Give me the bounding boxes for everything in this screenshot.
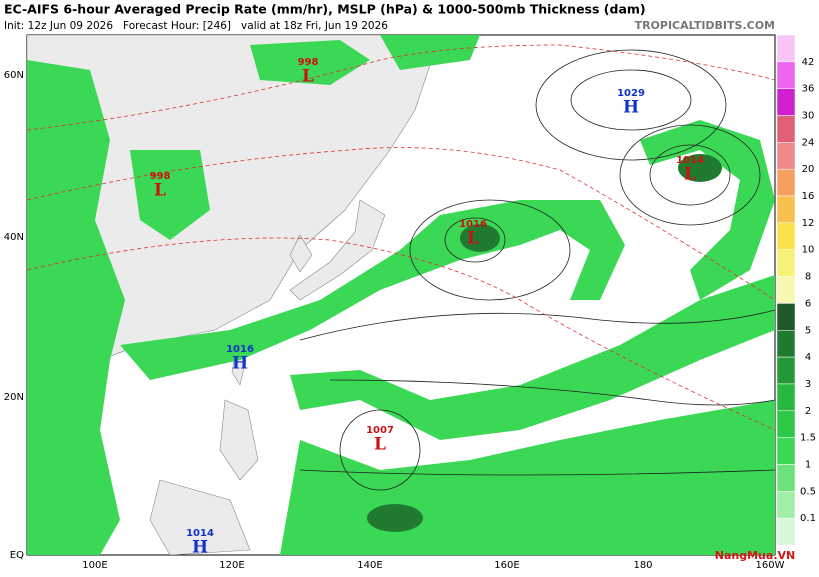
center-pressure: 998: [150, 171, 171, 182]
center-letter: L: [302, 67, 314, 87]
colorbar-label: 4: [805, 352, 811, 363]
isobars: [299, 49, 775, 491]
thickness-lines: [27, 44, 775, 431]
colorbar-segment: [776, 383, 796, 412]
colorbar-segment: [776, 115, 796, 143]
center-pressure: 1014: [676, 155, 704, 166]
center-pressure: 1007: [366, 425, 394, 436]
colorbar-label: 16: [802, 191, 815, 202]
lon-label: 180: [633, 560, 652, 571]
colorbar-segment: [776, 222, 796, 250]
colorbar-label: 6: [805, 298, 811, 309]
colorbar-label: 5: [805, 325, 811, 336]
colorbar-segment: [776, 88, 796, 116]
center-pressure: 1016: [226, 344, 254, 355]
colorbar-segment: [776, 195, 796, 224]
center-letter: L: [684, 165, 696, 185]
colorbar-label: 2: [805, 406, 811, 417]
colorbar-label: 8: [805, 272, 811, 283]
colorbar-segment: [776, 491, 796, 519]
lon-label: 100E: [82, 560, 107, 571]
colorbar-segment: [776, 437, 796, 465]
colorbar-segment: [776, 61, 796, 89]
colorbar-label: 3: [805, 379, 811, 390]
center-pressure: 1016: [459, 219, 487, 230]
colorbar-label: 36: [802, 84, 815, 95]
colorbar-label: 20: [802, 164, 815, 175]
colorbar-label: 42: [802, 57, 815, 68]
map-frame: [26, 34, 776, 556]
colorbar-segment: [776, 517, 796, 546]
center-letter: L: [374, 435, 386, 455]
colorbar-label: 1.5: [800, 433, 816, 444]
subtitle: Init: 12z Jun 09 2026 Forecast Hour: [24…: [4, 20, 388, 32]
colorbar-segment: [776, 303, 796, 331]
center-letter: H: [232, 354, 248, 374]
colorbar-label: 1: [805, 459, 811, 470]
colorbar-segment: [776, 276, 796, 304]
colorbar-segment: [776, 356, 796, 385]
colorbar-label: 0.5: [800, 486, 816, 497]
center-letter: L: [154, 181, 166, 201]
lat-label: 60N: [4, 70, 24, 81]
center-letter: L: [467, 229, 479, 249]
colorbar-segment: [776, 168, 796, 197]
colorbar-segment: [776, 330, 796, 358]
title: EC-AIFS 6-hour Averaged Precip Rate (mm/…: [4, 2, 646, 17]
site-credit: TROPICALTIDBITS.COM: [635, 19, 775, 32]
colorbar-label: 10: [802, 245, 815, 256]
lat-label: 40N: [4, 232, 24, 243]
colorbar-segment: [776, 464, 796, 492]
lat-label: EQ: [10, 550, 24, 561]
watermark: NangMua.VN: [715, 549, 795, 562]
lon-label: 140E: [357, 560, 382, 571]
center-letter: H: [623, 98, 639, 118]
colorbar-label: 24: [802, 137, 815, 148]
center-pressure: 1014: [186, 528, 214, 539]
colorbar-segment: [776, 410, 796, 438]
colorbar-segment: [776, 142, 796, 170]
colorbar-segment: [776, 249, 796, 277]
center-letter: H: [192, 538, 208, 558]
colorbar-label: 12: [802, 218, 815, 229]
lon-label: 160E: [494, 560, 519, 571]
lon-label: 120E: [219, 560, 244, 571]
center-pressure: 1029: [617, 88, 645, 99]
heavy-precip: [367, 154, 722, 532]
colorbar-label: 0.1: [800, 513, 816, 524]
colorbar-label: 30: [802, 111, 815, 122]
colorbar-segment: [776, 34, 796, 63]
center-pressure: 998: [298, 57, 319, 68]
lat-label: 20N: [4, 392, 24, 403]
lon-label: 160W: [756, 560, 785, 571]
